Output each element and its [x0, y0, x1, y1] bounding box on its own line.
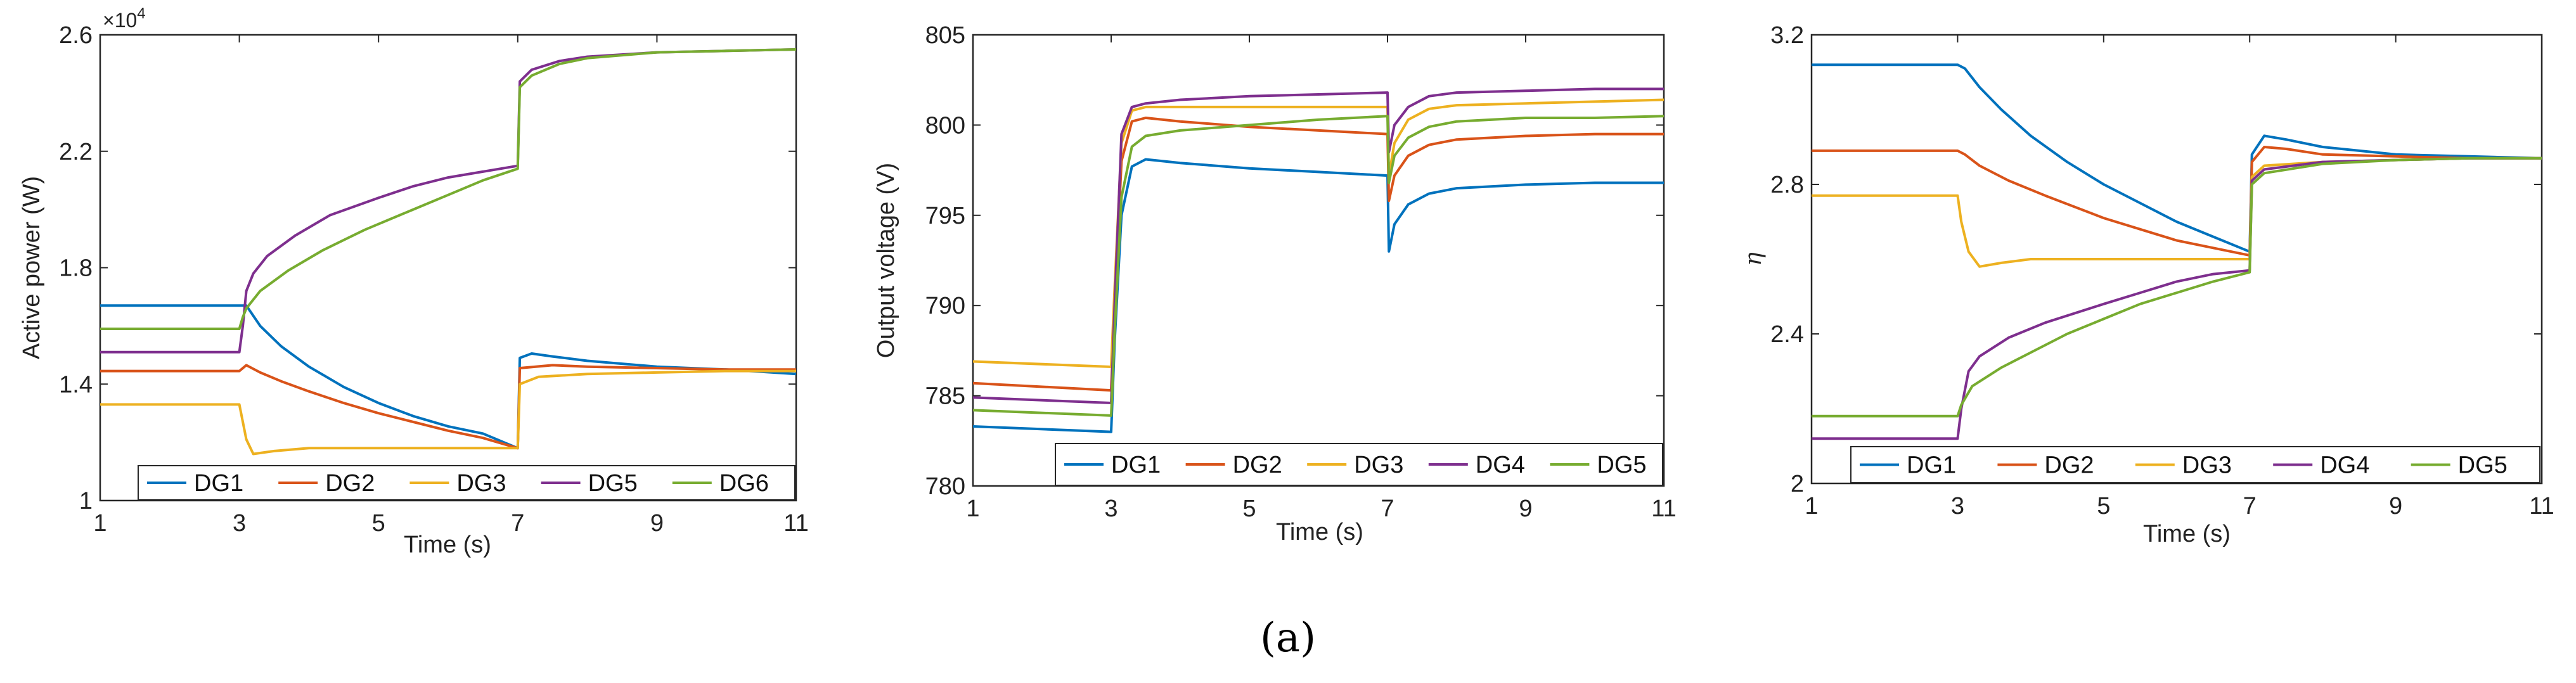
x-tick-label: 3 [1104, 495, 1117, 522]
series-line-dg1 [1812, 63, 2542, 253]
series-line-dg4 [1812, 156, 2542, 440]
legend-label-dg3: DG3 [2182, 452, 2232, 479]
output-voltage-chart: 1 3 5 7 9 11 780 785 790 795 800 805 Time (s) Output … [873, 22, 1677, 546]
legend-label-dg6: DG6 [719, 470, 769, 497]
x-axis-title: Time (s) [2143, 521, 2231, 547]
output-voltage-legend: DG1 DG2 DG3 DG4 DG5 [1055, 443, 1663, 486]
x-tick-label: 1 [93, 510, 106, 537]
series-line-dg5 [973, 115, 1664, 417]
legend-label-dg4: DG4 [2320, 452, 2369, 479]
series-line-dg2 [1812, 146, 2542, 257]
eta-series-group [1812, 63, 2542, 440]
x-tick-label: 3 [1951, 493, 1964, 520]
active-power-series-group [100, 48, 796, 456]
y-tick-label: 2 [1791, 471, 1804, 497]
y-tick-label: 780 [925, 473, 965, 500]
active-power-plot-area [99, 34, 797, 502]
y-tick-label: 1 [79, 488, 93, 514]
x-tick-label: 9 [1519, 495, 1532, 522]
x-tick-label: 7 [2243, 493, 2257, 520]
y-axis-title: Output voltage (V) [873, 163, 899, 358]
legend-label-dg5: DG5 [1597, 452, 1646, 478]
legend-label-dg5: DG5 [2458, 452, 2508, 479]
legend-label-dg2: DG2 [1233, 452, 1282, 478]
y-tick-label: 805 [925, 22, 965, 49]
series-line-dg4 [973, 87, 1664, 404]
x-axis-title: Time (s) [404, 532, 491, 558]
series-line-dg1 [100, 304, 796, 450]
x-tick-label: 1 [966, 495, 979, 522]
y-tick-label: 2.2 [59, 139, 93, 165]
figure-caption: (a) [1260, 615, 1316, 661]
y-axis-title: Active power (W) [18, 176, 45, 359]
legend-label-dg3: DG3 [456, 470, 506, 497]
y-tick-label: 1.8 [59, 255, 93, 282]
x-tick-label: 1 [1805, 493, 1818, 520]
legend-label-dg1: DG1 [1907, 452, 1956, 479]
y-tick-label: 2.8 [1770, 172, 1804, 198]
x-tick-label: 5 [1242, 495, 1256, 522]
y-tick-label: 2.6 [59, 22, 93, 49]
y-tick-label: 785 [925, 383, 965, 410]
series-line-dg5 [100, 48, 796, 354]
x-tick-label: 7 [1381, 495, 1394, 522]
y-tick-label: 795 [925, 203, 965, 229]
y-tick-label: 790 [925, 293, 965, 319]
series-line-dg5 [1812, 156, 2542, 418]
x-tick-label: 7 [511, 510, 524, 537]
x-tick-label: 3 [233, 510, 246, 537]
y-tick-label: 1.4 [59, 371, 93, 398]
x-tick-label: 11 [783, 510, 808, 537]
x-tick-label: 5 [372, 510, 385, 537]
x-tick-label: 9 [650, 510, 664, 537]
x-axis-title: Time (s) [1276, 519, 1363, 546]
y-tick-label: 800 [925, 112, 965, 139]
legend-label-dg5: DG5 [588, 470, 638, 497]
legend-label-dg1: DG1 [1111, 452, 1161, 478]
series-line-dg6 [100, 48, 796, 330]
legend-label-dg4: DG4 [1476, 452, 1525, 478]
x-tick-label: 11 [2529, 493, 2554, 520]
active-power-legend: DG1 DG2 DG3 DG5 DG6 [138, 465, 795, 501]
x-tick-label: 5 [2097, 493, 2110, 520]
eta-plot-area [1810, 34, 2543, 485]
series-line-dg3 [100, 369, 796, 456]
eta-legend: DG1 DG2 DG3 DG4 DG5 [1850, 446, 2541, 483]
y-tick-label: 2.4 [1770, 321, 1804, 348]
legend-label-dg3: DG3 [1354, 452, 1403, 478]
y-axis-title: η [1741, 252, 1767, 266]
legend-label-dg2: DG2 [2044, 452, 2094, 479]
legend-label-dg2: DG2 [325, 470, 375, 497]
output-voltage-plot-area [972, 34, 1665, 487]
x-tick-label: 11 [1651, 495, 1676, 522]
output-voltage-series-group [973, 87, 1664, 433]
legend-label-dg1: DG1 [194, 470, 243, 497]
series-line-dg2 [100, 364, 796, 450]
y-tick-label: 3.2 [1770, 22, 1804, 49]
x-tick-label: 9 [2389, 493, 2402, 520]
